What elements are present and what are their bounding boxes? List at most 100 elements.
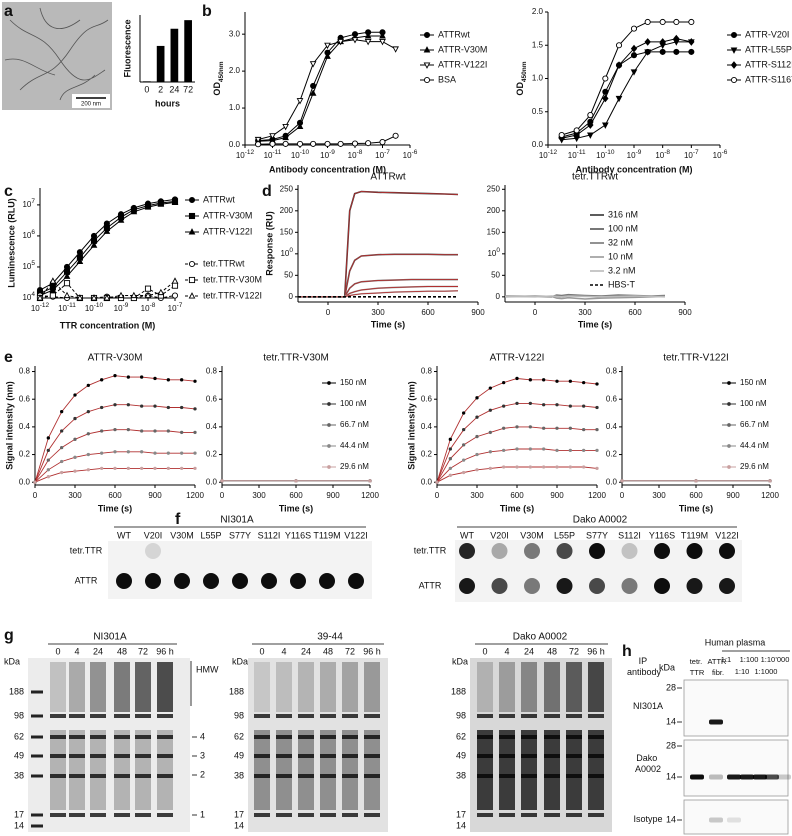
band xyxy=(50,774,66,778)
data-point xyxy=(254,136,262,144)
band xyxy=(135,774,151,778)
x-tick-label: 10-9 xyxy=(114,302,129,313)
data-point xyxy=(673,34,680,43)
data-point xyxy=(502,448,506,453)
x-tick-label: 600 xyxy=(628,308,642,317)
data-point xyxy=(615,95,623,103)
data-point xyxy=(144,203,152,210)
data-point xyxy=(673,18,680,26)
band-label: 2 xyxy=(200,769,205,779)
data-point xyxy=(153,466,157,471)
dot xyxy=(145,573,161,589)
kda-marker: 98 xyxy=(14,710,24,720)
band xyxy=(298,714,314,718)
data-point xyxy=(582,465,586,469)
smear xyxy=(50,730,66,810)
y-tick-label: 0.4 xyxy=(19,422,31,431)
data-point xyxy=(337,39,344,46)
data-point xyxy=(282,123,289,131)
data-point xyxy=(46,468,50,472)
x-axis-label: Time (s) xyxy=(371,319,405,329)
x-tick-label: 10-11 xyxy=(58,302,76,313)
ladder-band xyxy=(31,813,43,817)
band xyxy=(135,754,151,758)
band xyxy=(276,754,292,758)
smear xyxy=(521,730,537,810)
data-point xyxy=(140,466,144,471)
x-tick-label: 900 xyxy=(678,308,692,317)
legend-marker xyxy=(327,381,331,385)
column-label: V122I xyxy=(344,530,368,540)
kda-marker: 98 xyxy=(234,710,244,720)
y-tick-label: 0.0 xyxy=(606,477,618,486)
dot xyxy=(290,573,306,589)
blot-box xyxy=(683,739,789,797)
x-tick-label: 72 xyxy=(183,84,193,94)
data-point xyxy=(86,383,90,388)
band xyxy=(157,774,173,778)
x-tick-label: 0 xyxy=(144,84,149,94)
blot-membrane xyxy=(108,541,372,599)
series-line xyxy=(39,201,176,296)
x-tick-label: 2 xyxy=(158,84,163,94)
fit-line xyxy=(436,402,598,483)
data-point xyxy=(555,465,559,469)
smear xyxy=(566,730,582,810)
smear xyxy=(254,730,270,810)
smear xyxy=(477,662,493,712)
x-tick-label: 600 xyxy=(510,491,524,500)
y-tick-label: 250 xyxy=(280,184,294,193)
data-point xyxy=(462,458,466,462)
y-tick-label: 0.0 xyxy=(421,477,433,486)
legend-label: tetr.TTR-V122I xyxy=(203,290,262,300)
kda-marker: 62 xyxy=(14,731,24,741)
data-point xyxy=(558,131,565,139)
dot xyxy=(686,543,703,559)
band xyxy=(477,813,493,817)
series-line xyxy=(258,35,383,142)
band xyxy=(342,774,358,778)
band xyxy=(588,714,604,718)
dot xyxy=(719,578,735,594)
bar xyxy=(156,45,165,82)
bar xyxy=(170,28,179,82)
data-point xyxy=(140,375,144,379)
kda-marker: 14 xyxy=(456,820,466,830)
data-point xyxy=(515,376,519,381)
x-tick-label: 10-11 xyxy=(568,149,586,160)
data-point xyxy=(193,466,197,471)
band xyxy=(276,774,292,778)
y-tick-label: 1.0 xyxy=(532,74,544,83)
dot xyxy=(319,573,335,589)
data-point xyxy=(351,140,359,147)
data-point xyxy=(542,447,546,451)
data-point xyxy=(364,32,372,39)
data-point xyxy=(73,455,77,459)
band xyxy=(521,813,537,817)
band xyxy=(320,735,336,739)
kda-marker: 14 xyxy=(666,716,676,726)
band xyxy=(727,774,741,780)
column-label: T119M xyxy=(313,530,340,540)
data-point xyxy=(688,48,695,55)
data-point xyxy=(568,465,572,469)
blot-title: 39-44 xyxy=(317,632,343,643)
series-line xyxy=(39,198,176,291)
column-label: 1:100 xyxy=(740,655,759,664)
blot-box xyxy=(683,679,789,737)
smear xyxy=(69,662,85,712)
x-tick-label: 24 xyxy=(169,84,179,94)
data-point xyxy=(644,18,651,26)
panel-label: g xyxy=(4,627,14,644)
column-label: S112I xyxy=(618,530,641,540)
data-point xyxy=(86,410,90,414)
x-tick-label: 1200 xyxy=(361,491,379,500)
band xyxy=(114,774,130,778)
band xyxy=(364,714,380,718)
x-tick-label: 600 xyxy=(689,491,703,500)
data-point xyxy=(502,380,506,385)
data-point xyxy=(126,450,130,454)
data-point xyxy=(166,451,170,455)
series-line xyxy=(39,200,176,294)
data-point xyxy=(269,140,276,147)
